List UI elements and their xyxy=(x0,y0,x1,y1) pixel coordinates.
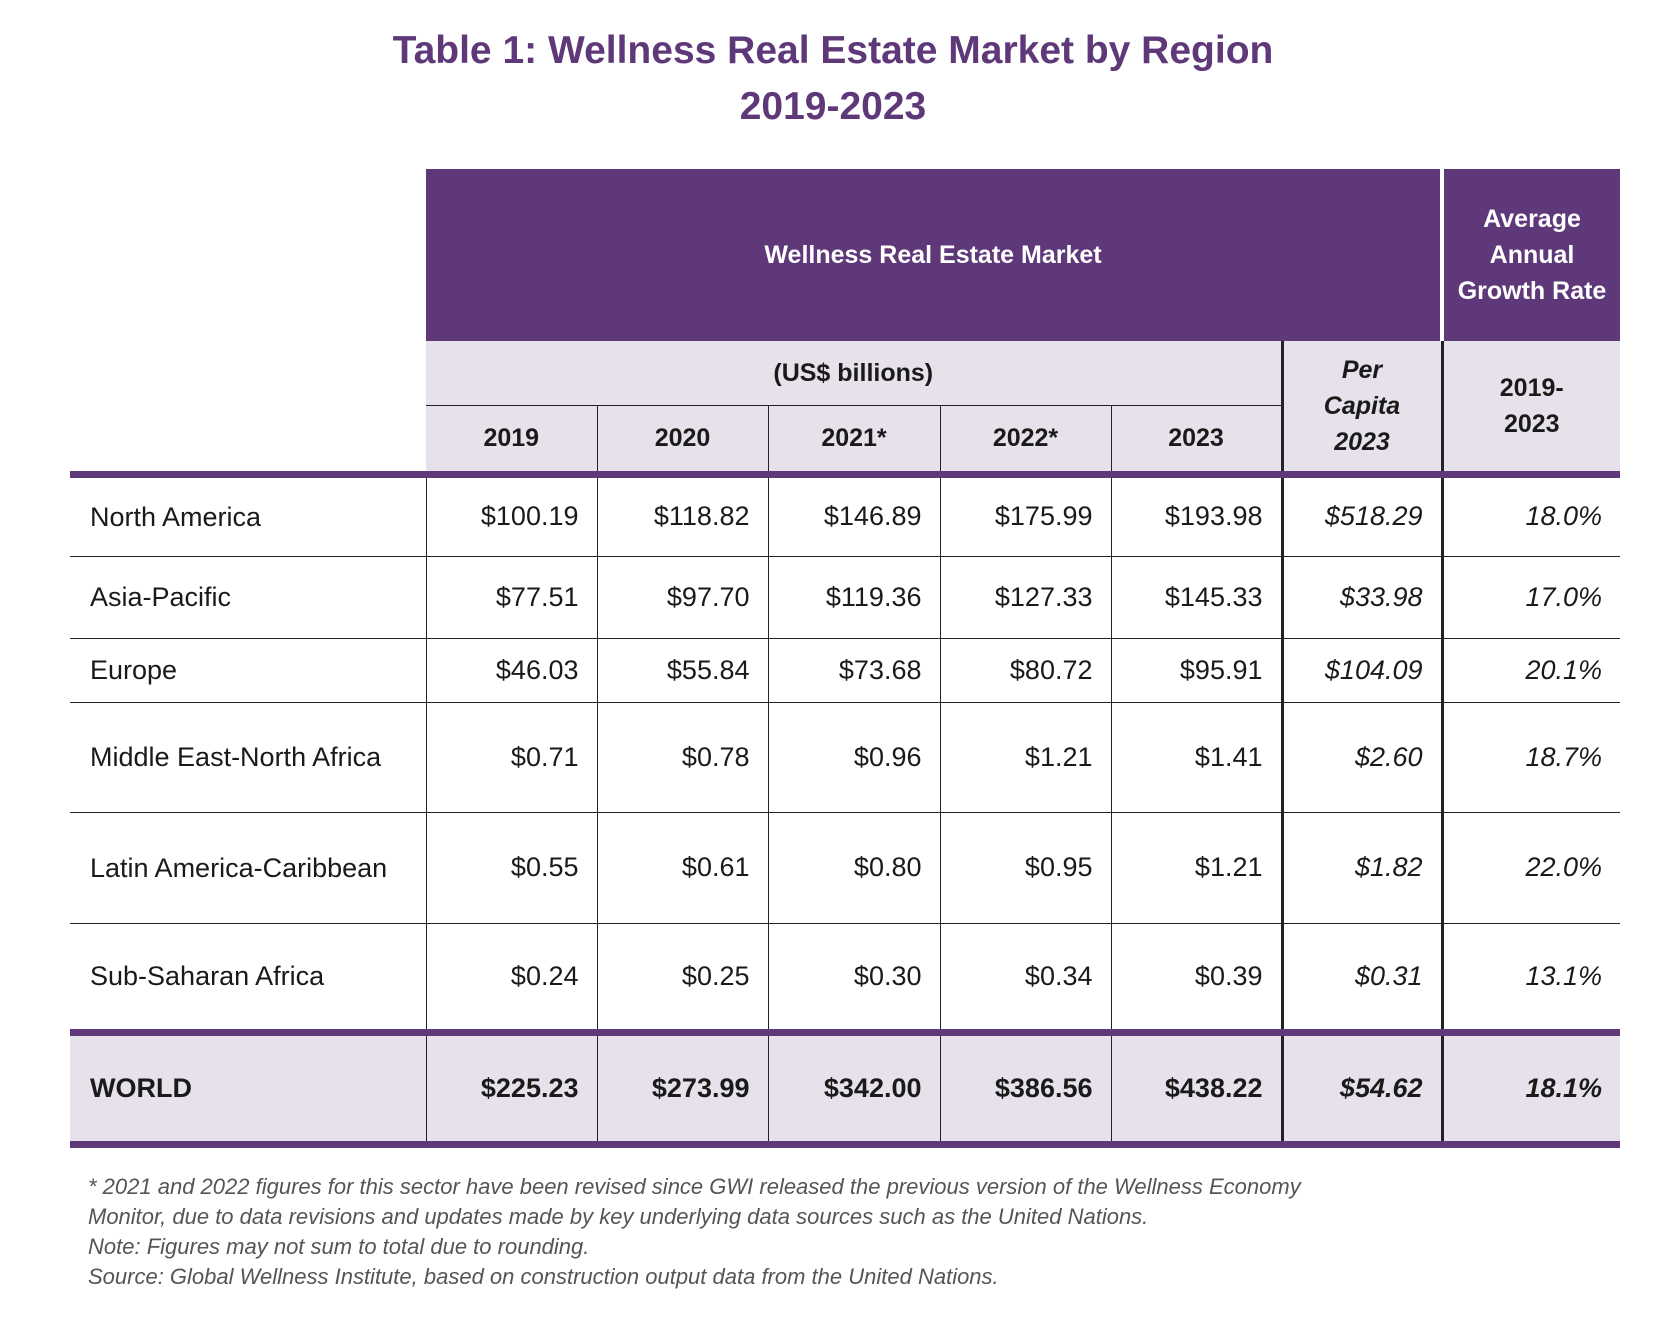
growth-cell: 22.0% xyxy=(1440,812,1621,924)
table-row: Sub-Saharan Africa $0.24 $0.25 $0.30 $0.34 $0… xyxy=(70,923,1621,1032)
value-cell: $0.24 xyxy=(425,923,597,1032)
value-cell: $0.96 xyxy=(767,702,940,813)
region-cell: North America xyxy=(70,474,426,557)
value-cell: $77.51 xyxy=(425,556,597,639)
value-cell: $73.68 xyxy=(767,638,940,703)
table-title: Table 1: Wellness Real Estate Market by … xyxy=(392,29,1274,72)
value-cell: $386.56 xyxy=(939,1028,1111,1148)
value-cell: $438.22 xyxy=(1110,1028,1282,1148)
value-cell: $0.61 xyxy=(596,812,768,924)
value-cell: $127.33 xyxy=(939,556,1111,639)
growth-cell: 13.1% xyxy=(1440,923,1621,1032)
value-cell: $1.41 xyxy=(1110,702,1282,813)
value-cell: $80.72 xyxy=(939,638,1111,703)
header-units: (US$ billions) xyxy=(426,341,1282,406)
value-cell: $0.71 xyxy=(425,702,597,813)
per-capita-cell: $2.60 xyxy=(1280,702,1443,813)
table-row: Latin America-Caribbean $0.55 $0.61 $0.80 $0… xyxy=(70,812,1621,924)
header-year: 2021* xyxy=(767,405,940,478)
value-cell: $225.23 xyxy=(425,1028,597,1148)
blank-corner xyxy=(70,169,426,478)
value-cell: $0.34 xyxy=(939,923,1111,1032)
region-cell: Latin America-Caribbean xyxy=(70,812,426,924)
growth-cell: 20.1% xyxy=(1440,638,1621,703)
value-cell: $97.70 xyxy=(596,556,768,639)
value-cell: $119.36 xyxy=(767,556,940,639)
growth-cell: 18.1% xyxy=(1440,1028,1621,1148)
region-cell: Middle East-North Africa xyxy=(70,702,426,813)
value-cell: $0.39 xyxy=(1110,923,1282,1032)
value-cell: $146.89 xyxy=(767,474,940,557)
table-row: North America $100.19 $118.82 $146.89 $175.9… xyxy=(70,474,1621,557)
value-cell: $0.95 xyxy=(939,812,1111,924)
per-capita-cell: $518.29 xyxy=(1280,474,1443,557)
growth-cell: 17.0% xyxy=(1440,556,1621,639)
value-cell: $0.78 xyxy=(596,702,768,813)
value-cell: $95.91 xyxy=(1110,638,1282,703)
footnotes: * 2021 and 2022 figures for this sector … xyxy=(88,1172,1301,1292)
value-cell: $145.33 xyxy=(1110,556,1282,639)
header-growth: Average Annual Growth Rate xyxy=(1440,169,1621,341)
table-row: Middle East-North Africa $0.71 $0.78 $0.96 $… xyxy=(70,702,1621,813)
header-year: 2020 xyxy=(596,405,768,478)
header-year: 2023 xyxy=(1110,405,1282,478)
value-cell: $0.25 xyxy=(596,923,768,1032)
growth-cell: 18.0% xyxy=(1440,474,1621,557)
value-cell: $0.55 xyxy=(425,812,597,924)
per-capita-cell: $0.31 xyxy=(1280,923,1443,1032)
footnote-revision-2: Monitor, due to data revisions and updat… xyxy=(88,1204,1149,1229)
table-row: Asia-Pacific $77.51 $97.70 $119.36 $127.33 $1… xyxy=(70,556,1621,639)
per-capita-cell: $54.62 xyxy=(1280,1028,1443,1148)
value-cell: $118.82 xyxy=(596,474,768,557)
wellness-real-estate-table: Wellness Real Estate Market Average Annu… xyxy=(70,169,1621,1148)
header-growth-period: 2019-2023 xyxy=(1440,341,1621,478)
value-cell: $175.99 xyxy=(939,474,1111,557)
region-cell: Asia-Pacific xyxy=(70,556,426,639)
value-cell: $55.84 xyxy=(596,638,768,703)
value-cell: $1.21 xyxy=(1110,812,1282,924)
footnote-note: Note: Figures may not sum to total due t… xyxy=(88,1234,590,1259)
header-group: Wellness Real Estate Market xyxy=(426,169,1443,341)
per-capita-cell: $1.82 xyxy=(1280,812,1443,924)
world-total-row: WORLD $225.23 $273.99 $342.00 $386.56 $438.22… xyxy=(70,1028,1621,1148)
table-row: Europe $46.03 $55.84 $73.68 $80.72 $95.91 $104… xyxy=(70,638,1621,703)
per-capita-cell: $104.09 xyxy=(1280,638,1443,703)
value-cell: $342.00 xyxy=(767,1028,940,1148)
value-cell: $46.03 xyxy=(425,638,597,703)
header-year: 2019 xyxy=(426,405,597,478)
value-cell: $1.21 xyxy=(939,702,1111,813)
value-cell: $193.98 xyxy=(1110,474,1282,557)
value-cell: $0.30 xyxy=(767,923,940,1032)
per-capita-cell: $33.98 xyxy=(1280,556,1443,639)
value-cell: $100.19 xyxy=(425,474,597,557)
value-cell: $273.99 xyxy=(596,1028,768,1148)
footnote-revision-1: * 2021 and 2022 figures for this sector … xyxy=(88,1174,1301,1199)
region-cell: Sub-Saharan Africa xyxy=(90,961,325,991)
region-cell: Europe xyxy=(70,638,426,703)
region-cell: WORLD xyxy=(70,1028,426,1148)
value-cell: $0.80 xyxy=(767,812,940,924)
table-subtitle: 2019-2023 xyxy=(739,85,927,128)
footnote-source: Source: Global Wellness Institute, based… xyxy=(88,1264,999,1289)
header-per-capita: Per Capita 2023 xyxy=(1280,341,1443,478)
header-year: 2022* xyxy=(939,405,1111,478)
growth-cell: 18.7% xyxy=(1440,702,1621,813)
